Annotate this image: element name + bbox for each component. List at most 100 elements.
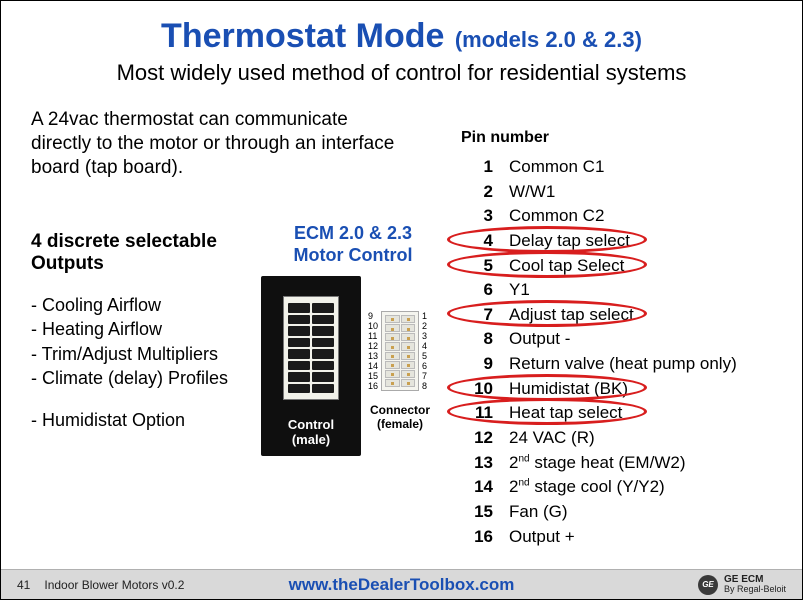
pin-row: 9Return valve (heat pump only): [471, 352, 737, 377]
pin-number: 9: [471, 352, 509, 377]
pin-label: Common C1: [509, 155, 604, 180]
title-row: Thermostat Mode (models 2.0 & 2.3): [31, 17, 772, 56]
pin-row: 10Humidistat (BK): [471, 377, 737, 402]
pin-label: 24 VAC (R): [509, 426, 595, 451]
pin-label: Output +: [509, 525, 575, 550]
pin-number: 10: [471, 377, 509, 402]
female-pin-num: 12: [368, 341, 378, 351]
pin-label: Delay tap select: [509, 229, 630, 254]
pin-table: 1Common C12W/W13Common C24Delay tap sele…: [471, 155, 737, 549]
female-pin-num: 14: [368, 361, 378, 371]
connector-label: Connector (female): [364, 404, 436, 432]
control-label-line: Control: [288, 417, 334, 432]
page-title: Thermostat Mode: [161, 17, 444, 55]
connector-label-line: (female): [377, 417, 423, 431]
logo-brand: GE ECM: [724, 574, 763, 585]
female-pin-num: 15: [368, 371, 378, 381]
pin-number: 8: [471, 327, 509, 352]
female-pin-num: 7: [422, 371, 427, 381]
control-label-line: (male): [292, 432, 330, 447]
male-connector-icon: [283, 296, 339, 400]
outputs-item: - Humidistat Option: [31, 408, 291, 432]
female-pin-num: 4: [422, 341, 427, 351]
pin-label: Return valve (heat pump only): [509, 352, 737, 377]
pin-number: 13: [471, 451, 509, 476]
pin-number: 12: [471, 426, 509, 451]
pin-label: Common C2: [509, 204, 604, 229]
outputs-item: - Trim/Adjust Multipliers: [31, 342, 291, 366]
pin-table-header: Pin number: [461, 129, 549, 147]
control-label: Control (male): [261, 418, 361, 448]
pin-number: 7: [471, 303, 509, 328]
page-number: 41: [17, 578, 30, 592]
pin-label: Fan (G): [509, 500, 568, 525]
connector-diagram: Control (male) 91011121314151612345678 C…: [261, 276, 446, 476]
footer-logo: GE GE ECM By Regal-Beloit: [698, 575, 786, 595]
logo-text: GE ECM By Regal-Beloit: [724, 575, 786, 595]
pin-number: 14: [471, 475, 509, 500]
female-pin-num: 1: [422, 311, 427, 321]
ge-monogram-icon: GE: [698, 575, 718, 595]
female-pin-num: 2: [422, 321, 427, 331]
female-pin-num: 3: [422, 331, 427, 341]
connector-label-line: Connector: [370, 403, 430, 417]
pin-row: 1Common C1: [471, 155, 737, 180]
female-pin-num: 13: [368, 351, 378, 361]
diagram-label-line: Motor Control: [294, 245, 413, 265]
pin-label: Adjust tap select: [509, 303, 634, 328]
pin-number: 4: [471, 229, 509, 254]
pin-number: 6: [471, 278, 509, 303]
female-pin-num: 16: [368, 381, 378, 391]
pin-number: 1: [471, 155, 509, 180]
logo-byline: By Regal-Beloit: [724, 584, 786, 594]
pin-grid: [288, 303, 334, 393]
intro-text: A 24vac thermostat can communicate direc…: [31, 108, 411, 179]
pin-row: 8Output -: [471, 327, 737, 352]
outputs-block: 4 discrete selectable Outputs - Cooling …: [31, 231, 291, 432]
pin-label: 2nd stage heat (EM/W2): [509, 451, 685, 476]
female-pin-num: 11: [368, 331, 377, 341]
pin-number: 3: [471, 204, 509, 229]
outputs-item: - Climate (delay) Profiles: [31, 366, 291, 390]
pin-row: 6Y1: [471, 278, 737, 303]
pin-row: 11Heat tap select: [471, 401, 737, 426]
pin-row: 16Output +: [471, 525, 737, 550]
female-connector-icon: [381, 311, 419, 391]
title-models: (models 2.0 & 2.3): [455, 27, 642, 52]
pin-number: 15: [471, 500, 509, 525]
pin-number: 5: [471, 254, 509, 279]
pin-label: Heat tap select: [509, 401, 622, 426]
subtitle: Most widely used method of control for r…: [31, 60, 772, 86]
control-male-box: Control (male): [261, 276, 361, 456]
pin-number: 11: [471, 401, 509, 426]
pin-label: Humidistat (BK): [509, 377, 628, 402]
pin-row: 5Cool tap Select: [471, 254, 737, 279]
outputs-heading: 4 discrete selectable Outputs: [31, 231, 291, 275]
diagram-label-line: ECM 2.0 & 2.3: [294, 223, 412, 243]
slide: Thermostat Mode (models 2.0 & 2.3) Most …: [1, 1, 802, 599]
pin-row: 132nd stage heat (EM/W2): [471, 451, 737, 476]
female-pin-num: 9: [368, 311, 373, 321]
pin-label: Cool tap Select: [509, 254, 624, 279]
pin-label: 2nd stage cool (Y/Y2): [509, 475, 665, 500]
pin-row: 2W/W1: [471, 180, 737, 205]
female-pin-num: 5: [422, 351, 427, 361]
pin-number: 2: [471, 180, 509, 205]
outputs-item: - Heating Airflow: [31, 317, 291, 341]
diagram-label: ECM 2.0 & 2.3 Motor Control: [273, 223, 433, 266]
pin-row: 1224 VAC (R): [471, 426, 737, 451]
outputs-item: - Cooling Airflow: [31, 293, 291, 317]
pin-label: W/W1: [509, 180, 555, 205]
pin-row: 4Delay tap select: [471, 229, 737, 254]
pin-row: 142nd stage cool (Y/Y2): [471, 475, 737, 500]
pin-row: 7Adjust tap select: [471, 303, 737, 328]
deck-title: Indoor Blower Motors v0.2: [44, 578, 184, 592]
pin-number: 16: [471, 525, 509, 550]
female-pin-num: 6: [422, 361, 427, 371]
female-pin-num: 10: [368, 321, 378, 331]
footer-url: www.theDealerToolbox.com: [289, 575, 515, 595]
pin-label: Y1: [509, 278, 530, 303]
pin-row: 3Common C2: [471, 204, 737, 229]
pin-row: 15Fan (G): [471, 500, 737, 525]
footer-bar: 41 Indoor Blower Motors v0.2 www.theDeal…: [1, 569, 802, 599]
